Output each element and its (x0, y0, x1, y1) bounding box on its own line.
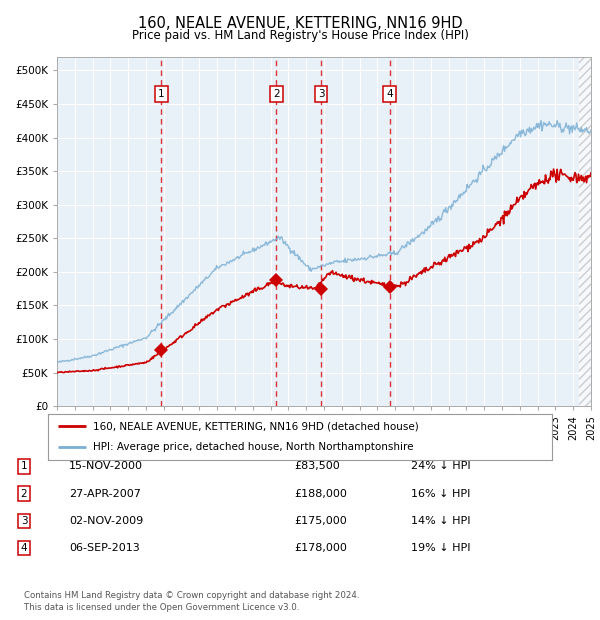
Text: 3: 3 (20, 516, 28, 526)
Bar (578, 57, 591, 406)
Text: £83,500: £83,500 (294, 461, 340, 471)
Text: 1: 1 (158, 89, 165, 99)
Text: 16% ↓ HPI: 16% ↓ HPI (411, 489, 470, 498)
Text: HPI: Average price, detached house, North Northamptonshire: HPI: Average price, detached house, Nort… (94, 443, 414, 453)
Text: 2: 2 (273, 89, 280, 99)
Text: 160, NEALE AVENUE, KETTERING, NN16 9HD (detached house): 160, NEALE AVENUE, KETTERING, NN16 9HD (… (94, 421, 419, 431)
Text: 27-APR-2007: 27-APR-2007 (69, 489, 141, 498)
Text: 3: 3 (318, 89, 325, 99)
Bar (578, 57, 591, 406)
Text: 4: 4 (386, 89, 393, 99)
Text: Contains HM Land Registry data © Crown copyright and database right 2024.
This d: Contains HM Land Registry data © Crown c… (24, 591, 359, 612)
Text: £188,000: £188,000 (294, 489, 347, 498)
Text: 14% ↓ HPI: 14% ↓ HPI (411, 516, 470, 526)
Text: 15-NOV-2000: 15-NOV-2000 (69, 461, 143, 471)
Text: £175,000: £175,000 (294, 516, 347, 526)
Text: 06-SEP-2013: 06-SEP-2013 (69, 543, 140, 553)
Text: 02-NOV-2009: 02-NOV-2009 (69, 516, 143, 526)
Text: 160, NEALE AVENUE, KETTERING, NN16 9HD: 160, NEALE AVENUE, KETTERING, NN16 9HD (137, 16, 463, 30)
Text: 19% ↓ HPI: 19% ↓ HPI (411, 543, 470, 553)
Text: 1: 1 (20, 461, 28, 471)
Text: 4: 4 (20, 543, 28, 553)
Text: Price paid vs. HM Land Registry's House Price Index (HPI): Price paid vs. HM Land Registry's House … (131, 29, 469, 42)
Text: 2: 2 (20, 489, 28, 498)
Text: £178,000: £178,000 (294, 543, 347, 553)
Text: 24% ↓ HPI: 24% ↓ HPI (411, 461, 470, 471)
